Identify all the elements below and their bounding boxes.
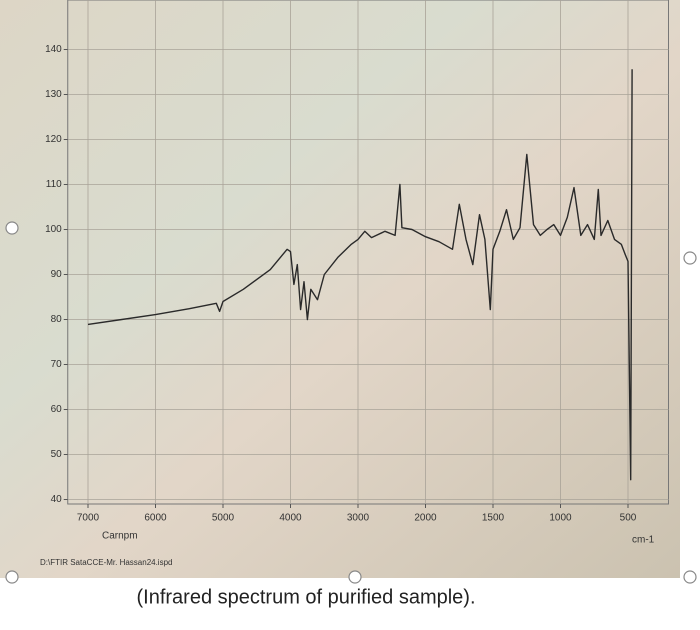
spectrum-line — [87, 69, 633, 481]
handle — [683, 251, 697, 265]
y-tick-label: 110 — [46, 179, 62, 190]
handle — [348, 570, 362, 584]
caption: (Infrared spectrum of purified sample). — [136, 586, 475, 608]
x-tick-label: 1500 — [482, 513, 505, 524]
y-tick-label: 120 — [45, 134, 62, 145]
x-tick-label: 500 — [620, 513, 637, 524]
x-axis-label: Carnpm — [102, 531, 138, 542]
y-tick-label: 100 — [45, 224, 62, 235]
selection-handles — [5, 221, 697, 584]
y-tick-label: 50 — [51, 449, 63, 460]
x-tick-label: 7000 — [77, 513, 100, 524]
y-tick-label: 80 — [51, 314, 63, 325]
x-tick-label: 1000 — [549, 513, 572, 524]
y-tick-label: 60 — [51, 404, 63, 415]
y-tick-label: 140 — [45, 44, 62, 55]
y-tick-label: 70 — [51, 359, 63, 370]
x-tick-label: 4000 — [279, 513, 302, 524]
handle — [5, 221, 19, 235]
photo-background — [0, 0, 680, 578]
y-tick-label: 130 — [45, 89, 62, 100]
x-tick-label: 5000 — [212, 513, 235, 524]
y-tick-label: 90 — [51, 269, 63, 280]
handle — [683, 570, 697, 584]
x-tick-label: 2000 — [414, 513, 437, 524]
file-label: D:\FTIR SataCCE-Mr. Hassan24.ispd — [40, 558, 172, 567]
handle — [5, 570, 19, 584]
y-tick-label: 40 — [51, 494, 63, 505]
x-tick-label: 6000 — [144, 513, 167, 524]
plot-frame — [67, 0, 669, 505]
plot-area: 40 50 60 70 80 90 100 110 120 130 140 7000 6000 5000 4… — [45, 0, 669, 524]
x-tick-label: 3000 — [347, 513, 370, 524]
x-unit-label: cm-1 — [632, 535, 655, 546]
